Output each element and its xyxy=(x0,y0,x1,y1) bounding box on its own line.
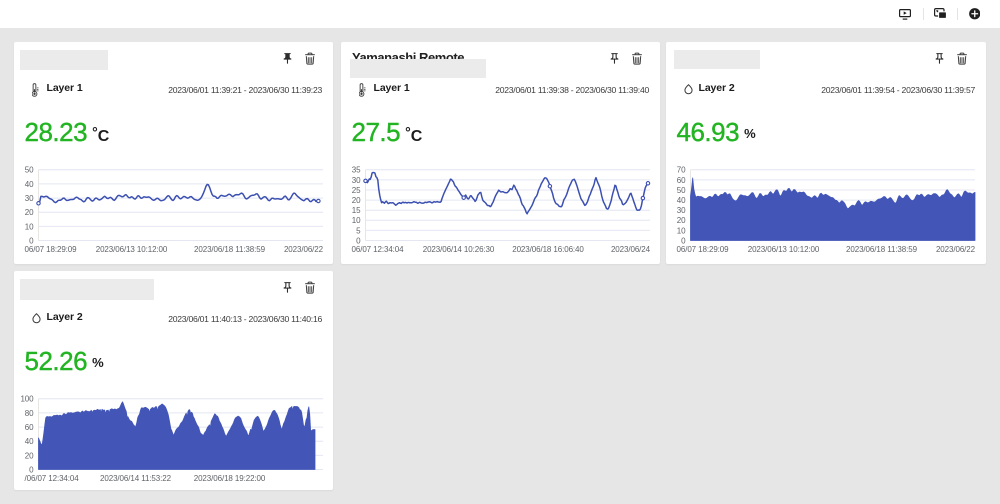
svg-text:15: 15 xyxy=(352,206,361,215)
svg-text:60: 60 xyxy=(677,176,686,185)
svg-text:5: 5 xyxy=(356,226,361,235)
svg-text:25: 25 xyxy=(352,186,361,195)
svg-text:100: 100 xyxy=(20,395,34,404)
svg-text:0: 0 xyxy=(29,236,34,245)
svg-text:40: 40 xyxy=(677,196,686,205)
svg-text:06/07 12:34:04: 06/07 12:34:04 xyxy=(352,245,405,254)
svg-text:2023/06/18 19:22:00: 2023/06/18 19:22:00 xyxy=(194,474,266,483)
svg-text:30: 30 xyxy=(677,206,686,215)
svg-text:0: 0 xyxy=(356,236,361,245)
svg-text:2023/06/14 11:53:22: 2023/06/14 11:53:22 xyxy=(100,474,172,483)
svg-text:2023/06/18 16:06:40: 2023/06/18 16:06:40 xyxy=(512,245,584,254)
svg-text:2023/06/22: 2023/06/22 xyxy=(284,245,324,254)
svg-text:06/07 18:29:09: 06/07 18:29:09 xyxy=(25,245,78,254)
svg-text:20: 20 xyxy=(677,216,686,225)
svg-text:/06/07 12:34:04: /06/07 12:34:04 xyxy=(25,474,80,483)
svg-text:70: 70 xyxy=(677,166,686,175)
svg-text:30: 30 xyxy=(352,176,361,185)
svg-text:20: 20 xyxy=(25,208,34,217)
svg-text:80: 80 xyxy=(25,409,34,418)
svg-text:0: 0 xyxy=(29,465,34,474)
svg-text:2023/06/14 10:26:30: 2023/06/14 10:26:30 xyxy=(423,245,495,254)
svg-text:40: 40 xyxy=(25,437,34,446)
svg-text:2023/06/13 10:12:00: 2023/06/13 10:12:00 xyxy=(748,245,820,254)
svg-text:35: 35 xyxy=(352,166,361,175)
svg-text:2023/06/18 11:38:59: 2023/06/18 11:38:59 xyxy=(846,245,918,254)
svg-text:10: 10 xyxy=(352,216,361,225)
svg-text:10: 10 xyxy=(25,222,34,231)
svg-text:2023/06/13 10:12:00: 2023/06/13 10:12:00 xyxy=(96,245,168,254)
svg-text:2023/06/22: 2023/06/22 xyxy=(936,245,976,254)
svg-text:40: 40 xyxy=(25,180,34,189)
svg-text:2023/06/24: 2023/06/24 xyxy=(611,245,651,254)
svg-text:50: 50 xyxy=(25,166,34,175)
svg-text:0: 0 xyxy=(681,236,686,245)
svg-text:20: 20 xyxy=(25,451,34,460)
svg-text:60: 60 xyxy=(25,423,34,432)
svg-text:20: 20 xyxy=(352,196,361,205)
svg-text:06/07 18:29:09: 06/07 18:29:09 xyxy=(677,245,730,254)
svg-text:2023/06/18 11:38:59: 2023/06/18 11:38:59 xyxy=(194,245,266,254)
svg-text:30: 30 xyxy=(25,194,34,203)
svg-text:50: 50 xyxy=(677,186,686,195)
svg-text:10: 10 xyxy=(677,226,686,235)
